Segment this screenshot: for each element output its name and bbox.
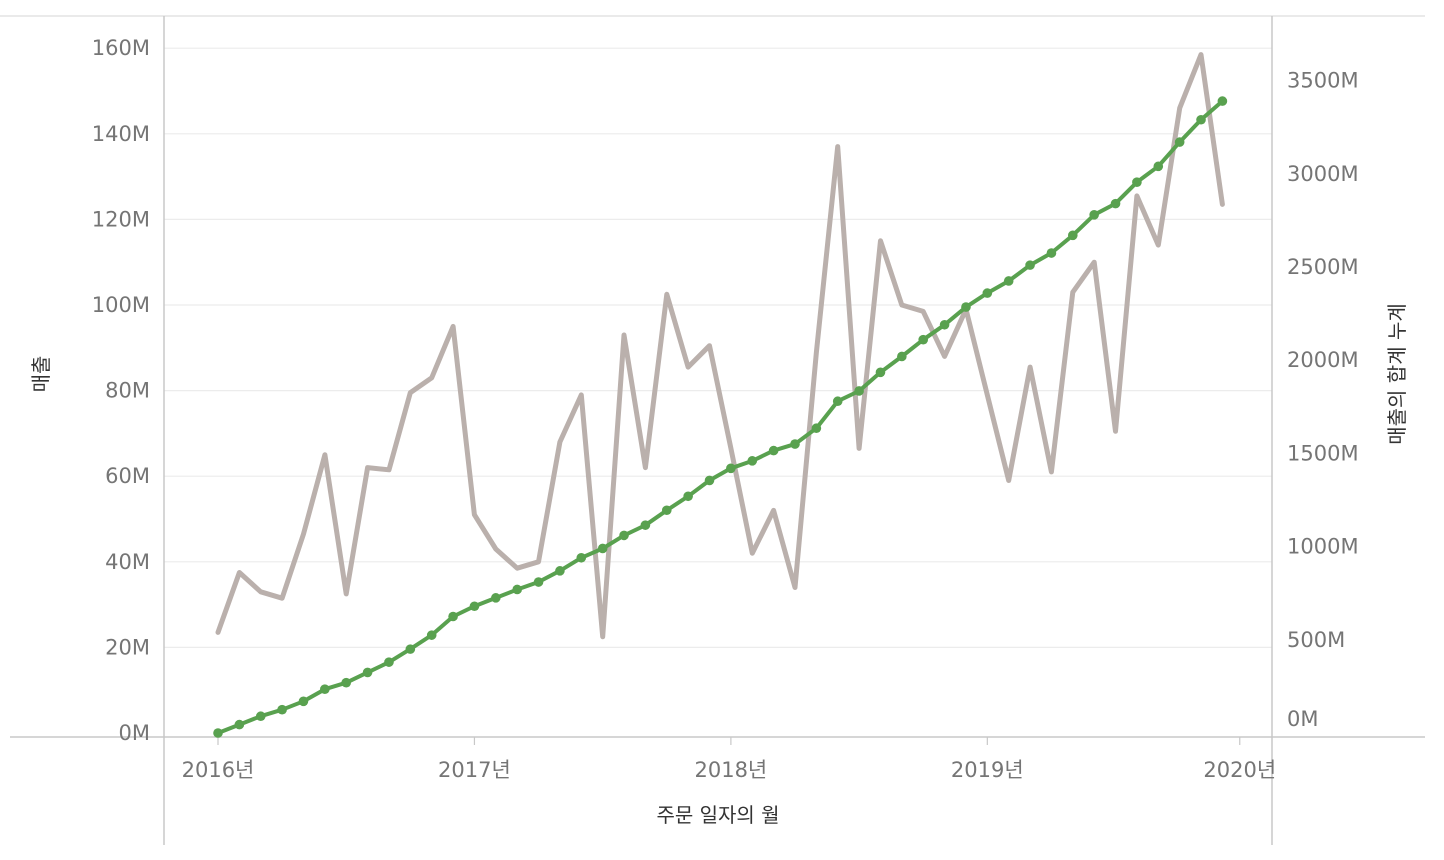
right-tick-label: 3000M bbox=[1287, 162, 1359, 186]
left-tick-label: 100M bbox=[92, 293, 150, 317]
cumulative-sales-point[interactable] bbox=[875, 367, 886, 378]
left-tick-label: 120M bbox=[92, 207, 150, 231]
cumulative-sales-point[interactable] bbox=[918, 334, 929, 345]
cumulative-sales-point[interactable] bbox=[768, 445, 779, 456]
cumulative-sales-point[interactable] bbox=[961, 302, 971, 312]
left-tick-label: 140M bbox=[92, 122, 150, 146]
cumulative-sales-point[interactable] bbox=[982, 288, 993, 298]
x-tick-label: 2020년 bbox=[1203, 758, 1276, 782]
cumulative-sales-point[interactable] bbox=[1046, 248, 1057, 258]
cumulative-sales-point[interactable] bbox=[704, 475, 715, 486]
right-tick-label: 1500M bbox=[1287, 441, 1359, 465]
cumulative-sales-point[interactable] bbox=[576, 552, 587, 563]
cumulative-sales-point[interactable] bbox=[1089, 210, 1099, 220]
cumulative-sales-point[interactable] bbox=[448, 611, 458, 622]
cumulative-sales-point[interactable] bbox=[747, 456, 758, 466]
cumulative-sales-point[interactable] bbox=[405, 644, 416, 654]
cumulative-sales-point[interactable] bbox=[1110, 198, 1121, 209]
cumulative-sales-point[interactable] bbox=[939, 319, 950, 330]
left-tick-label: 20M bbox=[105, 635, 150, 659]
left-tick-label: 160M bbox=[92, 36, 150, 60]
right-tick-label: 500M bbox=[1287, 628, 1345, 652]
cumulative-sales-point[interactable] bbox=[897, 351, 907, 362]
left-tick-label: 60M bbox=[105, 464, 150, 488]
cumulative-sales-point[interactable] bbox=[1132, 177, 1142, 187]
x-axis-title: 주문 일자의 월 bbox=[656, 803, 779, 827]
cumulative-sales-point[interactable] bbox=[213, 728, 223, 738]
right-tick-label: 0M bbox=[1287, 707, 1318, 731]
cumulative-sales-point[interactable] bbox=[640, 520, 651, 530]
x-tick-label: 2018년 bbox=[694, 758, 767, 782]
monthly-sales-line bbox=[215, 52, 1225, 640]
cumulative-sales-point[interactable] bbox=[255, 711, 266, 722]
x-axis-ticks: 2016년 2017년 2018년 2019년 2020년 bbox=[182, 737, 1276, 782]
right-tick-label: 3500M bbox=[1287, 69, 1359, 93]
cumulative-sales-point[interactable] bbox=[362, 667, 373, 678]
cumulative-sales-point[interactable] bbox=[555, 566, 565, 576]
cumulative-sales-point[interactable] bbox=[661, 505, 672, 516]
cumulative-sales-point[interactable] bbox=[512, 584, 522, 595]
cumulative-sales-point[interactable] bbox=[320, 684, 330, 694]
chart-frame bbox=[0, 15, 1425, 845]
cumulative-sales-point[interactable] bbox=[341, 677, 352, 688]
left-tick-label: 80M bbox=[105, 379, 150, 403]
cumulative-sales-point[interactable] bbox=[683, 491, 693, 502]
cumulative-sales-point[interactable] bbox=[1153, 161, 1164, 172]
cumulative-sales-point[interactable] bbox=[1068, 230, 1078, 241]
right-tick-label: 2000M bbox=[1287, 348, 1359, 372]
cumulative-sales-point[interactable] bbox=[491, 593, 501, 603]
cumulative-sales-point[interactable] bbox=[533, 577, 544, 587]
x-tick-label: 2019년 bbox=[951, 758, 1024, 782]
cumulative-sales-point[interactable] bbox=[811, 423, 822, 434]
cumulative-sales-point[interactable] bbox=[298, 696, 309, 707]
right-axis-ticks: 0M 500M 1000M 1500M 2000M 2500M 3000M 3500M bbox=[1287, 69, 1359, 731]
cumulative-sales-point[interactable] bbox=[1003, 276, 1014, 286]
cumulative-sales-point[interactable] bbox=[790, 439, 800, 449]
x-tick-label: 2017년 bbox=[438, 758, 511, 782]
cumulative-sales-line bbox=[216, 99, 1225, 735]
cumulative-sales-point[interactable] bbox=[1025, 260, 1035, 270]
cumulative-sales-point[interactable] bbox=[1217, 96, 1228, 106]
left-tick-label: 0M bbox=[119, 721, 150, 745]
cumulative-sales-point[interactable] bbox=[277, 704, 287, 715]
left-axis-title: 매출 bbox=[29, 356, 53, 393]
right-axis-title: 매출의 합계 누계 bbox=[1385, 303, 1409, 445]
right-tick-label: 2500M bbox=[1287, 255, 1359, 279]
cumulative-sales-point[interactable] bbox=[426, 630, 437, 640]
left-axis-ticks: 0M 20M 40M 60M 80M 100M 120M 140M 160M bbox=[92, 36, 150, 745]
cumulative-sales-point[interactable] bbox=[597, 543, 608, 554]
cumulative-sales-point[interactable] bbox=[619, 530, 629, 541]
series-layer bbox=[213, 52, 1228, 738]
cumulative-sales-point[interactable] bbox=[832, 396, 843, 407]
cumulative-sales-point[interactable] bbox=[854, 386, 864, 396]
cumulative-sales-point[interactable] bbox=[726, 463, 736, 474]
cumulative-sales-point[interactable] bbox=[469, 601, 480, 612]
left-tick-label: 40M bbox=[105, 550, 150, 574]
x-tick-label: 2016년 bbox=[182, 758, 255, 782]
cumulative-sales-point[interactable] bbox=[1196, 114, 1206, 125]
cumulative-sales-point[interactable] bbox=[234, 719, 245, 730]
right-tick-label: 1000M bbox=[1287, 535, 1359, 559]
cumulative-sales-point[interactable] bbox=[1174, 137, 1185, 147]
cumulative-sales-point[interactable] bbox=[384, 657, 394, 667]
